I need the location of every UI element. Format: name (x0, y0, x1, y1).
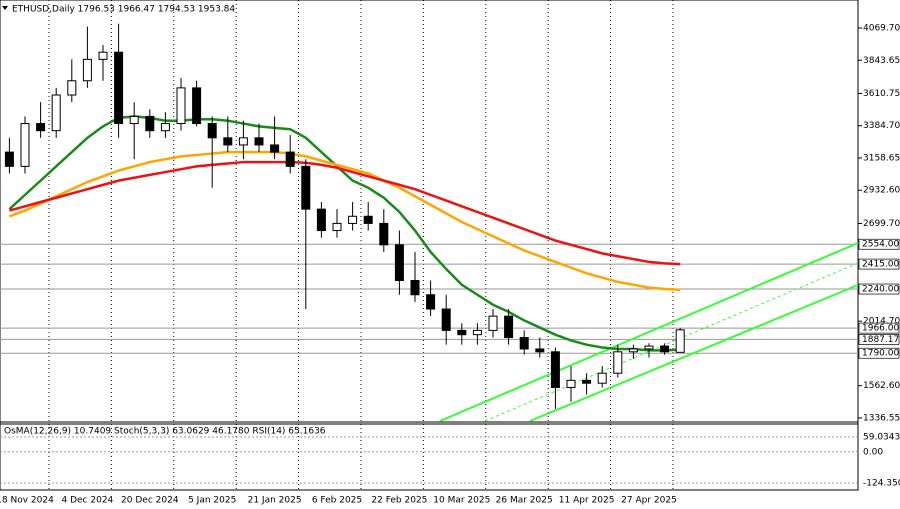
collapse-arrow (2, 6, 8, 10)
candle-body (379, 222, 389, 246)
channel-mid (484, 262, 859, 422)
candle-body (98, 51, 108, 60)
trend-channel (439, 242, 859, 422)
candle-body (238, 137, 248, 146)
y-tick-label: 1562.60 (863, 381, 900, 391)
candle-body (254, 137, 264, 146)
y-tick-label: 4069.70 (863, 24, 900, 34)
candle-body (332, 222, 342, 232)
candle-body (223, 137, 233, 146)
moving-average (8, 150, 681, 291)
channel-line (529, 284, 859, 422)
candle-body (660, 345, 670, 353)
candle-body (472, 329, 482, 336)
candle-body (285, 151, 295, 167)
y-tick-label: 3384.70 (863, 121, 900, 131)
y-tick-label: 2014.70 (863, 317, 900, 327)
y-tick-label: 2932.60 (863, 186, 900, 196)
candle-body (51, 94, 61, 132)
candle-body (301, 165, 311, 210)
candle-body (36, 123, 46, 132)
candle-body (67, 80, 77, 96)
channel-line (439, 242, 859, 422)
x-tick-label: 4 Dec 2024 (62, 496, 114, 506)
candle-body (504, 315, 514, 339)
x-tick-label: 21 Jan 2025 (248, 496, 302, 506)
indicator-tick-label: 59.0343 (863, 433, 900, 443)
candle-body (550, 351, 560, 388)
candle-body (176, 87, 186, 125)
candle-body (441, 308, 451, 331)
level-box (858, 238, 900, 250)
y-tick-label: 2699.70 (863, 219, 900, 229)
y-tick-label: 3610.75 (863, 89, 900, 99)
candle-body (20, 123, 30, 167)
candle-body (316, 208, 326, 232)
candle-body (129, 115, 139, 125)
level-box (858, 347, 900, 359)
candle-body (582, 379, 592, 384)
candle-body (426, 294, 436, 310)
y-tick-label: 3158.65 (863, 153, 900, 163)
x-tick-label: 5 Jan 2025 (188, 496, 236, 506)
level-label: 2554.00 (862, 240, 899, 250)
indicator-label: OsMA(12,26,9) 10.7409 Stoch(5,3,3) 63.06… (4, 427, 326, 437)
candle-body (628, 348, 638, 353)
level-box (858, 283, 900, 295)
candle-body (4, 151, 14, 167)
candle-body (114, 51, 124, 125)
candle-body (410, 279, 420, 296)
candle-body (192, 87, 202, 125)
candle-body (145, 115, 155, 132)
level-label: 2240.00 (862, 285, 899, 295)
x-tick-label: 18 Nov 2024 (0, 496, 54, 506)
level-box (858, 334, 900, 345)
y-tick-label: 3843.65 (863, 56, 900, 66)
candle-body (488, 315, 498, 331)
candle-body (363, 215, 373, 224)
candle-body (207, 123, 217, 139)
plot-frame (0, 0, 859, 491)
indicator-tick-label: 0.00 (863, 447, 883, 457)
x-tick-label: 10 Mar 2025 (433, 496, 490, 506)
candle-body (82, 58, 92, 82)
candle-body (457, 329, 467, 336)
candle-body (675, 329, 685, 353)
chart-title: ETHUSD,Daily 1796.53 1966.47 1794.53 195… (12, 5, 235, 15)
x-tick-label: 22 Feb 2025 (371, 496, 427, 506)
candle-body (348, 215, 358, 224)
y-tick-label: 1336.55 (863, 413, 900, 423)
x-tick-label: 27 Apr 2025 (621, 496, 677, 506)
candle-body (566, 379, 576, 388)
x-tick-label: 11 Apr 2025 (559, 496, 615, 506)
x-tick-label: 26 Mar 2025 (496, 496, 553, 506)
candle-body (597, 372, 607, 384)
level-label: 1887.17 (862, 335, 899, 345)
x-tick-label: 20 Dec 2024 (121, 496, 179, 506)
level-box (858, 322, 900, 334)
candle-body (519, 337, 529, 350)
candle-body (270, 144, 280, 153)
candle-body (394, 244, 404, 281)
x-tick-label: 6 Feb 2025 (312, 496, 362, 506)
level-label: 2415.00 (862, 260, 899, 270)
level-label: 1966.00 (862, 324, 899, 334)
moving-average (9, 160, 681, 266)
candle-body (160, 123, 170, 132)
indicator-tick-label: -124.3507 (863, 479, 900, 489)
level-box (858, 258, 900, 270)
candle-body (535, 348, 545, 353)
candle-body (613, 351, 623, 374)
candle-body (644, 345, 654, 350)
level-label: 1790.00 (862, 349, 899, 359)
